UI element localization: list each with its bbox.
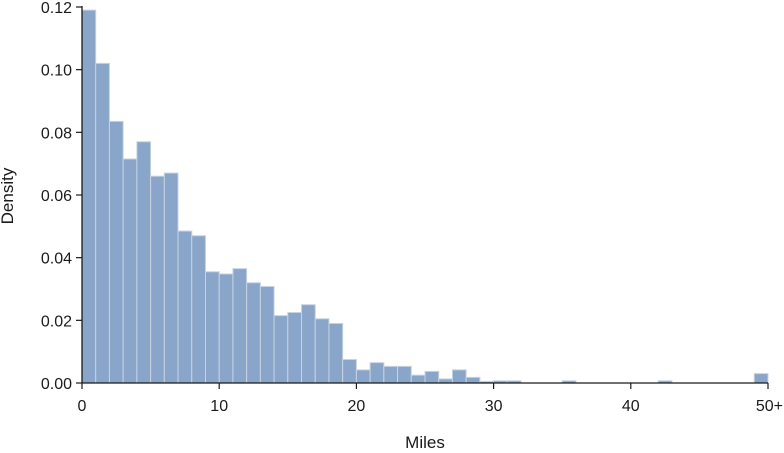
x-tick-label: 10 [210, 398, 228, 415]
histogram-bar [95, 62, 110, 384]
histogram-bar [369, 362, 385, 384]
histogram-bar [259, 285, 275, 384]
histogram-bar [342, 359, 357, 384]
histogram-bar [424, 370, 440, 384]
histogram-bar [150, 175, 165, 384]
histogram-bar [355, 369, 371, 384]
histogram-bar [191, 235, 206, 384]
x-axis-title: Miles [405, 433, 445, 452]
histogram-bar [108, 120, 124, 384]
x-tick-label: 40 [622, 398, 640, 415]
histogram-bar [204, 271, 220, 384]
histogram-bar [328, 322, 344, 384]
y-tick-label: 0.08 [41, 125, 72, 142]
histogram-bar [753, 373, 769, 384]
x-tick-label: 20 [348, 398, 366, 415]
histogram-bar [246, 282, 261, 384]
histogram-bar [273, 315, 289, 384]
y-tick-label: 0.06 [41, 188, 72, 205]
histogram-bar [451, 369, 467, 384]
histogram-bar [163, 172, 179, 384]
histogram-bar [177, 230, 193, 384]
histogram-bar [287, 312, 303, 384]
histogram-bar [397, 365, 412, 384]
y-tick-label: 0.00 [41, 376, 72, 393]
histogram-bar [383, 365, 399, 384]
histogram-bar [465, 376, 481, 384]
y-tick-label: 0.12 [41, 0, 72, 17]
y-tick-label: 0.04 [41, 251, 72, 268]
x-tick-label: 50+ [756, 398, 783, 415]
y-axis-title: Density [0, 167, 17, 224]
y-tick-label: 0.02 [41, 313, 72, 330]
y-tick-label: 0.10 [41, 63, 72, 80]
histogram-bar [122, 158, 138, 384]
histogram-bar [232, 268, 248, 384]
x-tick-label: 0 [78, 398, 87, 415]
histogram-bar [218, 273, 234, 384]
histogram-bar [410, 374, 426, 384]
histogram-bar [81, 9, 97, 384]
histogram-bar [314, 318, 330, 384]
histogram-bar [301, 304, 316, 384]
x-tick-label: 30 [485, 398, 503, 415]
bars-group [81, 9, 769, 384]
histogram-bar [136, 141, 152, 384]
axes-group: 0.00 0.02 0.04 0.06 0.08 0.10 0.12 0 10 20 30 40 50+ [41, 0, 783, 415]
